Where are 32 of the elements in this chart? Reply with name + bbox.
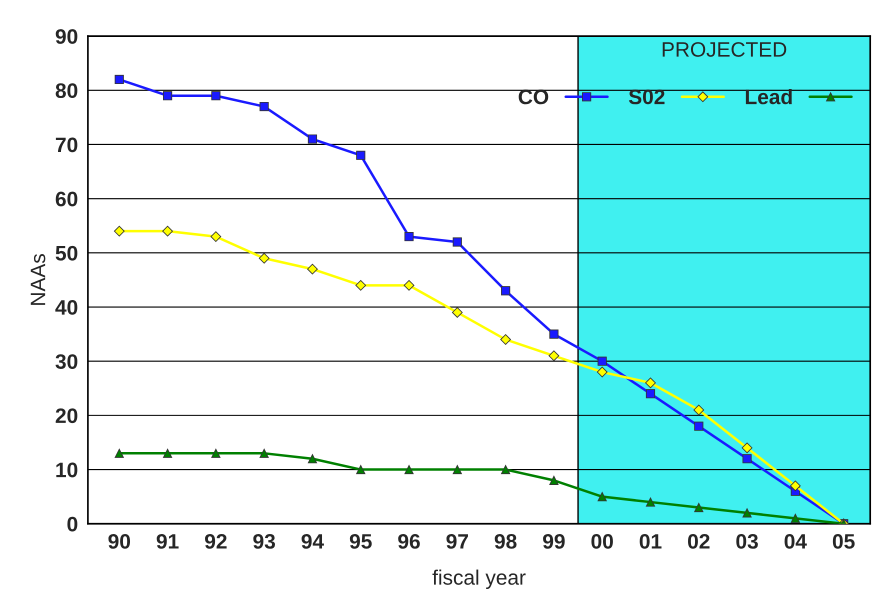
legend-label: CO [518, 90, 548, 104]
y-tick-label: 50 [56, 246, 78, 261]
legend-label: Lead [746, 89, 792, 104]
x-tick-label: 90 [108, 534, 130, 549]
y-tick-label: 20 [56, 408, 78, 424]
y-tick-label: 60 [56, 192, 78, 206]
x-tick-label: 93 [253, 534, 275, 549]
x-tick-label: 99 [543, 534, 565, 549]
x-tick-label: 97 [446, 534, 468, 549]
x-tick-label: 03 [736, 534, 758, 549]
y-tick-label: 10 [56, 462, 78, 478]
y-tick-label: 0 [67, 516, 78, 532]
x-tick-label: 98 [494, 534, 517, 549]
x-tick-label: 91 [156, 534, 179, 549]
y-tick-label: 30 [55, 354, 78, 369]
x-tick-label: 94 [302, 534, 324, 549]
x-tick-label: 01 [640, 534, 662, 549]
y-tick-label: 40 [55, 300, 78, 315]
legend-label: S02 [628, 90, 665, 104]
band-label: PROJECTED [662, 42, 786, 57]
y-axis-title: NAAs [30, 254, 46, 305]
x-tick-label: 00 [591, 534, 613, 549]
x-tick-label: 96 [398, 534, 420, 549]
x-tick-label: 95 [350, 534, 372, 549]
x-tick-label: 04 [784, 534, 807, 549]
x-axis-title: fiscal year [432, 570, 526, 589]
x-tick-label: 05 [832, 534, 855, 549]
y-tick-label: 90 [56, 29, 78, 44]
y-tick-label: 70 [56, 137, 78, 152]
x-tick-label: 02 [688, 534, 710, 549]
y-tick-label: 80 [56, 83, 78, 98]
x-tick-label: 92 [205, 534, 227, 549]
